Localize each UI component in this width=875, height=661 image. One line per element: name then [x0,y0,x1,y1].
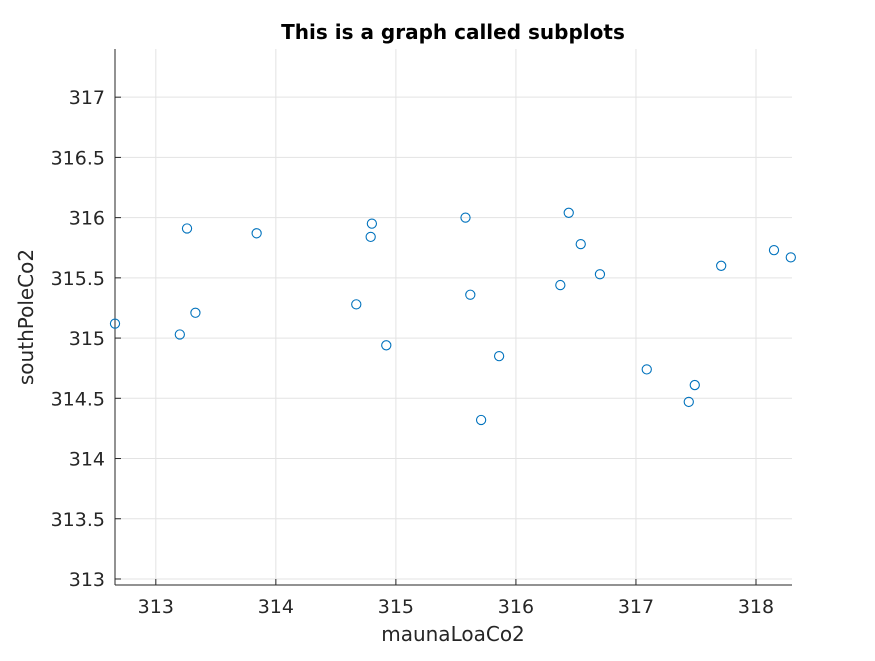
data-point-0-8 [381,340,392,351]
data-point-0-22 [785,252,796,263]
data-point-0-1 [174,329,185,340]
data-point-0-0 [109,318,121,329]
chart-title: This is a graph called subplots [281,20,625,44]
data-point-0-14 [563,207,574,218]
x-tick-label-3: 316 [498,596,534,618]
data-point-0-21 [768,245,780,256]
y-tick-label-5: 315.5 [51,268,105,290]
x-tick-label-1: 314 [258,596,294,618]
x-tick-label-2: 315 [378,596,414,618]
data-point-0-2 [181,223,193,234]
data-point-0-11 [475,414,487,426]
grid [115,49,792,585]
data-point-0-3 [190,307,201,318]
y-tick-label-8: 317 [69,87,105,109]
data-point-0-20 [716,260,727,271]
data-point-0-4 [251,228,262,239]
y-tick-label-1: 313.5 [51,509,105,531]
ticks: 313 314 315 316 317 318 313 313.5 314 314.5 315 315… [51,87,775,618]
data-point-0-10 [465,289,476,300]
data-point-0-7 [366,218,378,229]
data-point-0-18 [683,396,694,408]
data-point-0-16 [594,269,606,280]
x-tick-label-4: 317 [618,596,654,618]
data-point-0-15 [575,238,586,250]
x-tick-label-5: 318 [738,596,774,618]
x-tick-label-0: 313 [138,596,174,618]
data-point-0-13 [555,279,566,291]
y-tick-label-6: 316 [69,208,105,230]
data-point-0-12 [493,350,505,362]
y-tick-label-2: 314 [69,449,105,471]
y-tick-label-7: 316.5 [51,147,105,169]
y-tick-label-4: 315 [69,328,105,350]
data-points [109,207,796,426]
data-point-0-5 [351,299,362,310]
axes [114,49,792,586]
y-axis-title: southPoleCo2 [14,249,38,385]
data-point-0-9 [460,212,471,223]
data-point-0-17 [641,364,652,375]
y-tick-label-3: 314.5 [51,388,105,410]
data-point-0-19 [689,379,700,391]
y-tick-label-0: 313 [69,569,105,591]
x-axis-title: maunaLoaCo2 [381,622,525,646]
data-point-0-6 [365,231,376,243]
